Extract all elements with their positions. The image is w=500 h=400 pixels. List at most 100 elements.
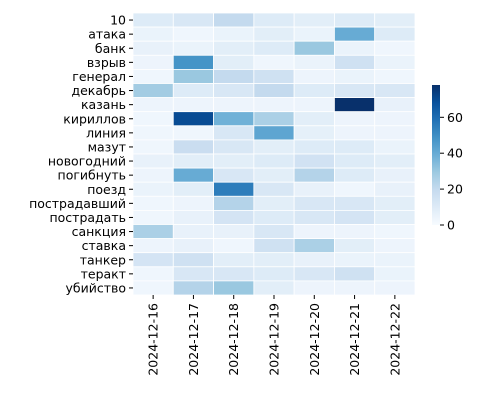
heatmap-cell [213,111,255,127]
heatmap-cell [334,26,376,42]
heatmap-cell [213,195,255,211]
heatmap-cell [334,252,376,268]
heatmap-cell [334,153,376,169]
row-tick-label: взрыв [87,55,126,70]
heatmap-cell [132,69,174,84]
heatmap-cell [374,97,416,113]
heatmap-cell [213,125,255,141]
heatmap-cell [172,97,214,113]
heatmap-cell [253,209,295,225]
row-tick-label: мазут [88,139,126,154]
heatmap-cell [293,224,335,240]
heatmap-cell [213,69,255,84]
heatmap-cell [293,111,335,127]
heatmap-cell [374,125,416,141]
heatmap-cell [334,97,376,113]
heatmap-cell [253,83,295,99]
row-tick-label: теракт [81,266,126,281]
heatmap-cell [213,167,255,183]
heatmap-cell [213,12,255,28]
heatmap-cell [172,12,214,28]
heatmap-cell [253,125,295,141]
heatmap-cell [132,280,174,296]
heatmap-cell [374,139,416,155]
heatmap-cell [293,153,335,169]
row-tick-label: погибнуть [58,168,126,183]
heatmap-cells [132,12,416,296]
colorbar-gradient [432,85,440,225]
heatmap-cell [253,224,295,240]
heatmap-cell [334,181,376,197]
column-labels: 2024-12-16 2024-12-17 2024-12-18 2024-12-19… [146,295,402,376]
heatmap-cell [334,209,376,225]
heatmap-cell [213,280,255,296]
heatmap-cell [334,40,376,56]
heatmap-cell [253,153,295,169]
heatmap-cell [374,280,416,296]
heatmap-cell [132,139,174,155]
row-tick-label: пострадать [49,210,126,225]
row-tick-label: генерал [72,69,126,84]
heatmap-cell [132,195,174,211]
heatmap-cell [293,139,335,155]
heatmap-cell [293,195,335,211]
heatmap-cell [374,111,416,127]
heatmap-cell [213,238,255,254]
heatmap-cell [132,12,174,28]
row-tick-label: линия [86,125,126,140]
heatmap-cell [213,26,255,42]
heatmap-cell [132,125,174,141]
heatmap-cell [132,153,174,169]
row-tick-label: новогодний [48,154,126,169]
heatmap-cell [293,83,335,99]
row-tick-label: танкер [80,252,126,267]
heatmap-cell [253,40,295,56]
heatmap-cell [213,139,255,155]
heatmap-cell [172,111,214,127]
heatmap-cell [293,238,335,254]
heatmap-cell [253,280,295,296]
heatmap-cell [334,54,376,70]
heatmap-cell [253,12,295,28]
row-tick-label: казань [81,97,126,112]
colorbar-tick-label: 20 [447,182,463,197]
heatmap-cell [172,69,214,84]
heatmap-cell [213,266,255,282]
heatmap-cell [334,266,376,282]
heatmap-cell [334,280,376,296]
heatmap-cell [213,54,255,70]
heatmap-cell [172,195,214,211]
heatmap-cell [374,167,416,183]
heatmap-cell [172,40,214,56]
heatmap-cell [293,40,335,56]
heatmap-cell [172,26,214,42]
heatmap-cell [334,224,376,240]
heatmap-cell [132,83,174,99]
colorbar: 0 20 40 60 [432,85,463,233]
heatmap-cell [374,238,416,254]
row-tick-label: атака [88,27,126,42]
heatmap-cell [253,69,295,84]
heatmap-cell [132,97,174,113]
heatmap-cell [374,69,416,84]
heatmap-cell [293,252,335,268]
heatmap-cell [172,181,214,197]
heatmap-cell [213,209,255,225]
heatmap-cell [253,252,295,268]
heatmap-cell [132,252,174,268]
heatmap-cell [132,26,174,42]
heatmap-cell [213,40,255,56]
heatmap-cell [374,266,416,282]
column-tick-label: 2024-12-16 [146,303,161,376]
heatmap-cell [253,167,295,183]
heatmap-cell [172,266,214,282]
heatmap-cell [374,26,416,42]
heatmap-cell [374,83,416,99]
heatmap-cell [253,111,295,127]
heatmap-cell [334,167,376,183]
heatmap-cell [132,40,174,56]
heatmap-cell [132,209,174,225]
heatmap-cell [374,153,416,169]
heatmap-cell [293,167,335,183]
